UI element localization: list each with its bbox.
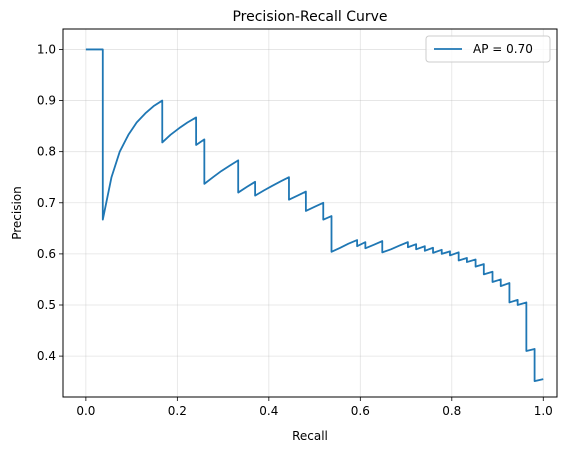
x-tick-label: 0.2 xyxy=(168,404,187,418)
legend: AP = 0.70 xyxy=(425,35,551,63)
y-tick-label: 0.6 xyxy=(37,247,56,261)
pr-curve-line xyxy=(85,48,544,383)
y-axis-label: Precision xyxy=(10,186,24,240)
y-tick-label: 0.9 xyxy=(37,94,56,108)
legend-entry-label: AP = 0.70 xyxy=(473,42,533,56)
y-tick-label: 0.4 xyxy=(37,349,56,363)
y-tick-label: 1.0 xyxy=(37,42,56,56)
x-ticks: 0.0 0.2 0.4 0.6 0.8 1.0 xyxy=(76,397,553,418)
plot-frame xyxy=(62,28,558,398)
chart-title: Precision-Recall Curve xyxy=(232,9,387,25)
legend-box xyxy=(425,35,551,63)
x-tick-label: 0.6 xyxy=(351,404,370,418)
series-layer xyxy=(85,48,544,383)
y-tick-label: 0.5 xyxy=(37,298,56,312)
x-tick-label: 0.4 xyxy=(259,404,278,418)
y-tick-label: 0.7 xyxy=(37,196,56,210)
y-tick-label: 0.8 xyxy=(37,145,56,159)
x-tick-label: 0.8 xyxy=(442,404,461,418)
x-tick-label: 1.0 xyxy=(534,404,553,418)
x-tick-label: 0.0 xyxy=(76,404,95,418)
x-axis-label: Recall xyxy=(292,429,328,443)
y-ticks: 0.4 0.5 0.6 0.7 0.8 0.9 1.0 xyxy=(37,42,63,363)
